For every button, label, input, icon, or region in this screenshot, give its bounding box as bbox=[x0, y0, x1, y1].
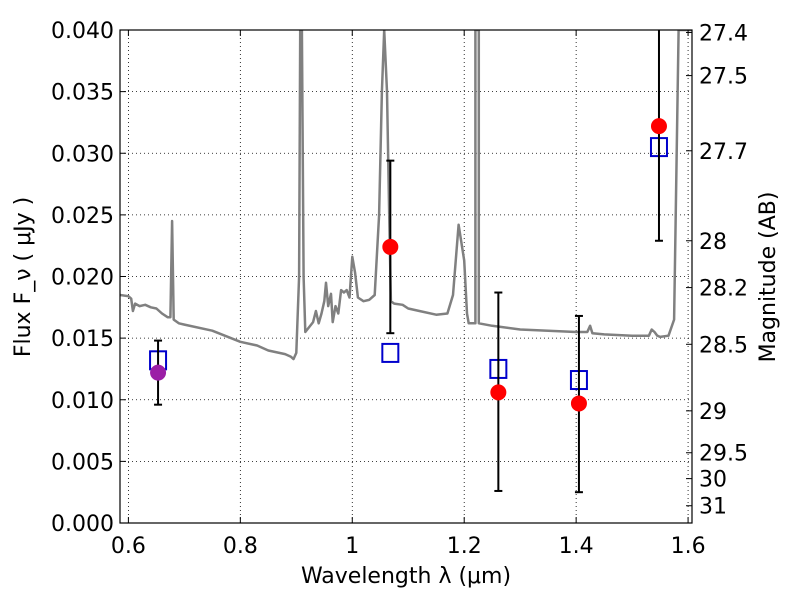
y-tick-label: 0.030 bbox=[51, 142, 114, 167]
right-tick-label: 27.5 bbox=[699, 65, 748, 90]
y-tick-label: 0.010 bbox=[51, 389, 114, 414]
right-tick-label: 29 bbox=[699, 400, 727, 425]
y-tick-label: 0.015 bbox=[51, 327, 114, 352]
observed-point bbox=[490, 384, 507, 401]
plot-background bbox=[120, 30, 692, 523]
right-tick-label: 28.2 bbox=[699, 277, 748, 302]
x-tick-label: 1.4 bbox=[559, 534, 594, 559]
y-tick-label: 0.005 bbox=[51, 450, 114, 475]
observed-point bbox=[650, 118, 667, 135]
x-axis-title: Wavelength λ (μm) bbox=[301, 564, 511, 589]
axis-ticks: 0.6 0.8 1 1.2 1.4 1.6 0.000 0.005 0.010 0.015 0.02… bbox=[51, 19, 748, 559]
y-tick-label: 0.020 bbox=[51, 266, 114, 291]
y-tick-label: 0.025 bbox=[51, 204, 114, 229]
x-tick-label: 1.6 bbox=[671, 534, 706, 559]
x-tick-label: 0.8 bbox=[223, 534, 258, 559]
model-square-point bbox=[381, 342, 400, 363]
right-tick-label: 27.4 bbox=[699, 21, 748, 46]
right-tick-label: 30 bbox=[699, 468, 727, 493]
data-marks bbox=[120, 30, 692, 494]
y-tick-label: 0.035 bbox=[51, 81, 114, 106]
y-axis-title: Flux F_ν ( μJy ) bbox=[11, 197, 36, 357]
x-tick-label: 1.2 bbox=[447, 534, 482, 559]
y-tick-label: 0.040 bbox=[51, 19, 114, 44]
x-tick-label: 1 bbox=[345, 534, 359, 559]
y-tick-label: 0.000 bbox=[51, 512, 114, 537]
observed-point bbox=[150, 364, 167, 381]
right-tick-label: 29.5 bbox=[699, 442, 748, 467]
x-tick-label: 0.6 bbox=[111, 534, 146, 559]
right-tick-label: 28 bbox=[699, 230, 727, 255]
observed-point bbox=[382, 238, 399, 255]
observed-point bbox=[570, 395, 587, 412]
y-axis-right-title: Magnitude (AB) bbox=[756, 192, 781, 363]
right-tick-label: 31 bbox=[699, 495, 727, 520]
right-tick-label: 27.7 bbox=[699, 140, 748, 165]
right-tick-label: 28.5 bbox=[699, 333, 748, 358]
